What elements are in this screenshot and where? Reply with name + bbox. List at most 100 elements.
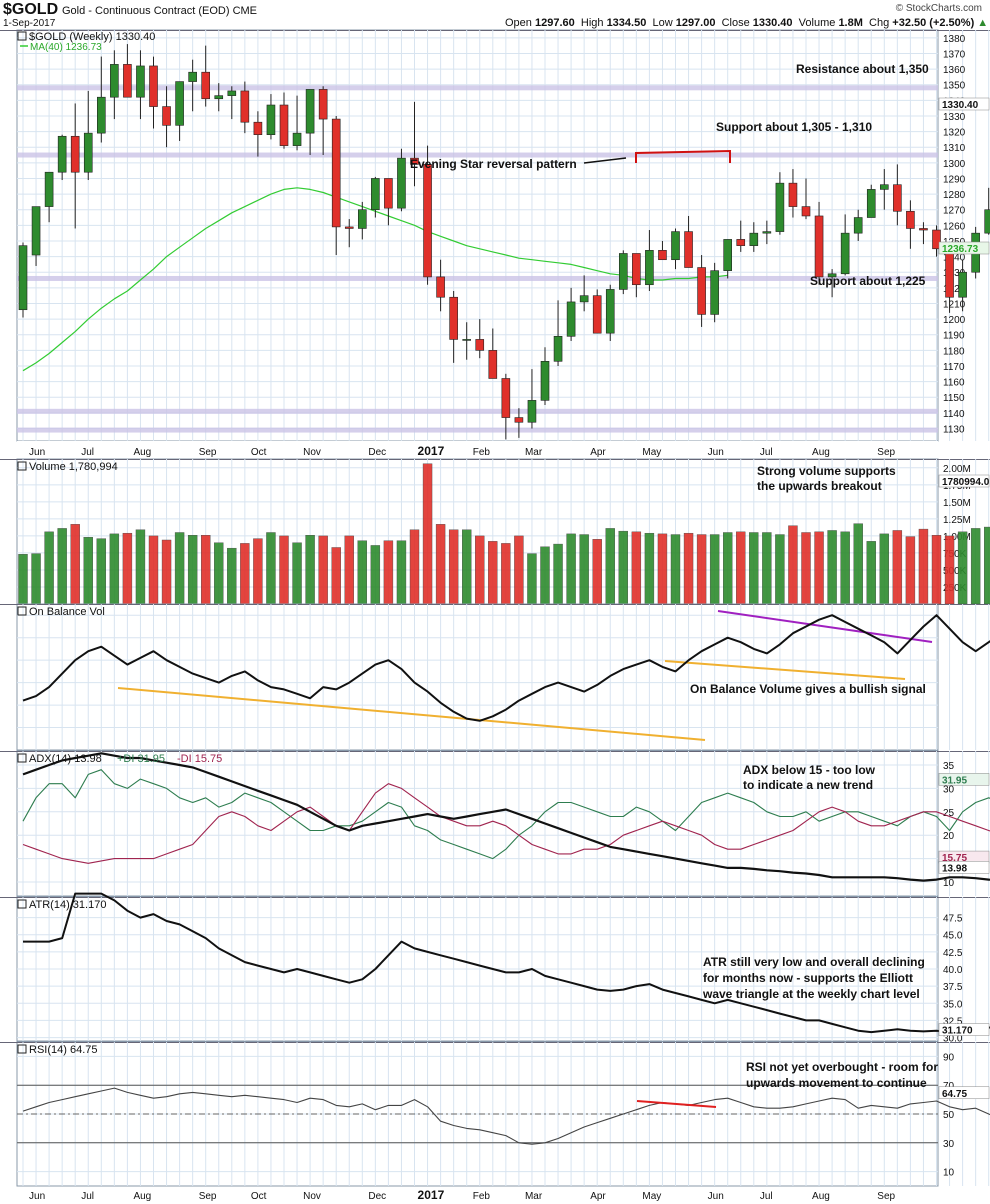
price-tick-label: 1230 — [943, 268, 966, 279]
top-x-axis-band — [17, 441, 938, 456]
low-label: Low — [652, 17, 673, 29]
candle-body — [592, 295, 602, 334]
volume-bar — [605, 528, 615, 605]
volume-bar — [631, 531, 642, 605]
price-panel-x-tick-label: 2017 — [418, 444, 445, 458]
volume-bar — [970, 528, 981, 605]
candle-body — [188, 71, 197, 82]
bottom-x-tick-label: Jul — [81, 1191, 94, 1202]
ohlc-summary: Open 1297.60 High 1334.50 Low 1297.00 Cl… — [505, 17, 988, 29]
candle-body — [827, 273, 837, 278]
volume-bar — [70, 524, 80, 605]
price-tick-label: 1200 — [943, 315, 966, 326]
adx-tick-label: 35 — [943, 761, 955, 772]
candle-body — [605, 289, 615, 334]
volume-bar — [122, 532, 133, 605]
price-tick-label: 1310 — [943, 143, 966, 154]
rsi-panel-title: RSI(14) 64.75 — [29, 1044, 97, 1056]
volume-bar — [148, 535, 159, 605]
volume-bar — [57, 528, 67, 605]
volume-label: Volume — [798, 17, 836, 29]
rsi-last-label-box — [938, 1086, 990, 1100]
volume-bar — [422, 463, 433, 605]
candle-body — [775, 182, 785, 232]
price-panel-x-tick-label: Oct — [251, 447, 267, 458]
volume-bar — [266, 532, 276, 605]
volume-bar — [435, 524, 446, 605]
adx-panel-separator — [0, 751, 990, 752]
candle-body — [879, 184, 889, 190]
symbol-title: $GOLD — [3, 1, 59, 18]
annotation-support-high: Support about 1,305 - 1,310 — [716, 120, 872, 134]
candle-body — [44, 171, 54, 207]
candle-body — [645, 250, 654, 286]
candle-body — [475, 339, 485, 351]
candle-body — [893, 184, 902, 212]
minus-di-legend: -DI 15.75 — [177, 753, 222, 765]
volume-bar — [762, 532, 772, 605]
volume-tick-label: 1.50M — [943, 498, 971, 509]
adx-line — [22, 752, 990, 882]
rsi-legend-icon — [17, 1044, 27, 1054]
volume-bar — [292, 542, 302, 605]
volume-bar — [866, 541, 876, 605]
price-tick-label: 1330 — [943, 112, 966, 123]
volume-bar — [174, 532, 185, 605]
annotation-resistance: Resistance about 1,350 — [796, 62, 929, 76]
candle-body — [397, 157, 406, 209]
volume-bar — [305, 535, 315, 605]
price-last-label-box — [938, 97, 990, 111]
price-panel-x-tick-label: Jul — [760, 447, 773, 458]
volume-bar — [709, 534, 720, 605]
atr-legend-icon — [17, 899, 27, 909]
candle-body — [279, 104, 289, 146]
price-tick-label: 1380 — [943, 34, 966, 45]
price-tick-label: 1370 — [943, 49, 966, 60]
bottom-x-tick-label: Mar — [525, 1191, 543, 1202]
evening-star-bracket — [635, 149, 731, 163]
volume-bar — [31, 553, 41, 605]
high-label: High — [580, 17, 604, 29]
candle-body — [501, 378, 511, 418]
price-last-label: 1330.40 — [942, 100, 979, 111]
candle-body — [292, 132, 302, 146]
candle-body — [436, 276, 445, 298]
bottom-x-tick-label: May — [642, 1191, 661, 1202]
adx-legend-icon — [17, 753, 27, 763]
minus-di-line — [22, 783, 990, 864]
volume-bar — [135, 529, 146, 605]
candle-body — [253, 121, 263, 136]
candle-body — [97, 96, 106, 134]
volume-bar — [357, 540, 367, 605]
candle-body — [371, 178, 380, 211]
annotation-volume-line2: the upwards breakout — [757, 479, 882, 493]
atr-tick-label: 37.5 — [943, 982, 963, 993]
volume-bar — [579, 534, 589, 605]
bottom-x-tick-label: Sep — [877, 1191, 895, 1202]
volume-legend-icon — [17, 461, 27, 471]
volume-bar — [566, 533, 576, 605]
candle-body — [736, 239, 746, 246]
volume-bar — [644, 532, 655, 605]
atr-last-label-box — [938, 1023, 990, 1036]
rsi-tick-label: 90 — [943, 1052, 955, 1063]
obv-line — [22, 614, 990, 722]
obv-legend-icon — [17, 606, 27, 616]
price-tick-label: 1350 — [943, 81, 966, 92]
candle-body — [57, 135, 67, 173]
ma-legend-label: MA(40) 1236.73 — [30, 42, 102, 53]
volume-bar — [370, 545, 381, 605]
candle-body — [514, 417, 524, 423]
volume-bar — [200, 535, 211, 605]
candle-body — [83, 132, 93, 173]
rsi-panel-separator — [0, 1042, 990, 1043]
price-tick-label: 1290 — [943, 174, 966, 185]
price-tick-label: 1170 — [943, 362, 965, 373]
price-tick-label: 1300 — [943, 159, 966, 170]
rsi-divergence-line — [636, 1100, 717, 1108]
candle-body — [958, 271, 967, 298]
candle-body — [866, 189, 876, 218]
price-tick-label: 1180 — [943, 346, 965, 357]
volume-bar — [918, 528, 929, 605]
atr-line — [23, 892, 990, 1034]
